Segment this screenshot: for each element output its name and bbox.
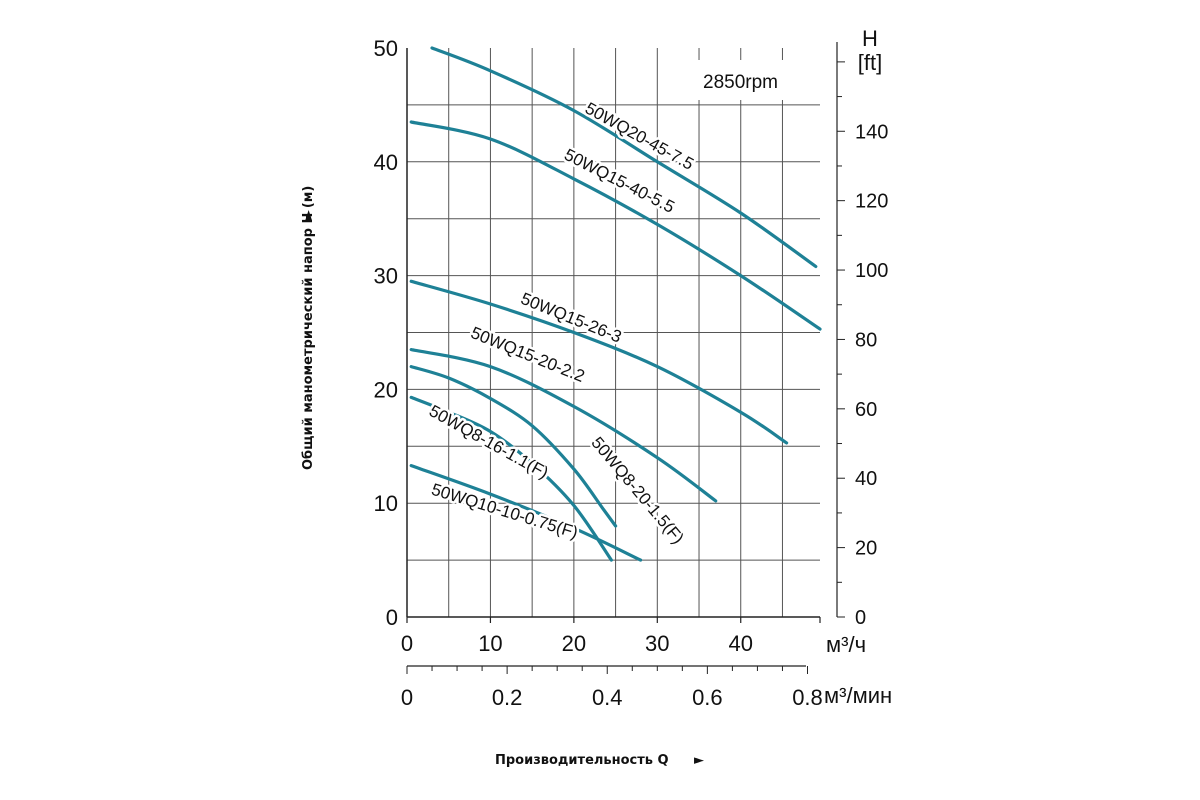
x-tick-label: 10: [478, 631, 502, 656]
curve-label-50WQ8-20-1.5(F): 50WQ8-20-1.5(F): [587, 433, 687, 547]
y2-tick-label: 0: [855, 607, 866, 629]
grid: [407, 48, 820, 617]
y2-tick-label: 80: [855, 329, 877, 351]
x2-tick-label: 0.2: [492, 685, 523, 710]
y2-axis-title: H: [862, 26, 878, 51]
y-tick-label: 0: [386, 605, 398, 630]
axes: 0 10 20 30 40 50 0 20 40 60 80 100 120 140 0 10 20 30 40 0 0…: [374, 36, 889, 710]
x-axis-arrow: ►: [694, 753, 704, 768]
curve-label-50WQ8-16-1.1(F): 50WQ8-16-1.1(F): [426, 401, 552, 482]
y-axis-arrow: ►: [301, 210, 316, 220]
speed-label: 2850rpm: [703, 72, 778, 93]
y-axis-title: Общий манометрический напор H (м): [301, 186, 316, 470]
curves: [409, 46, 822, 562]
x-tick-label: 0: [401, 631, 413, 656]
x-tick-label: 20: [562, 631, 586, 656]
x2-tick-label: 0.6: [692, 685, 723, 710]
y2-axis-unit: [ft]: [858, 50, 882, 75]
y2-tick-label: 20: [855, 538, 877, 560]
curve-50WQ20-45-7.5: [430, 46, 818, 269]
curve-50WQ10-10-0.75(F): [409, 464, 643, 562]
x-tick-label: 30: [645, 631, 669, 656]
y-tick-label: 30: [374, 264, 398, 289]
y-tick-label: 20: [374, 377, 398, 402]
x-axis-unit: м³/ч: [826, 632, 866, 657]
y2-tick-label: 120: [855, 191, 888, 213]
curve-50WQ15-26-3: [409, 279, 789, 445]
y2-tick-label: 140: [855, 121, 888, 143]
curve-labels: 50WQ20-45-7.550WQ15-40-5.550WQ15-26-350W…: [423, 96, 699, 550]
y2-tick-label: 60: [855, 399, 877, 421]
y-tick-label: 10: [374, 491, 398, 516]
x2-tick-label: 0: [401, 685, 413, 710]
x2-tick-label: 0.8: [792, 685, 823, 710]
x2-tick-label: 0.4: [592, 685, 623, 710]
x-axis-title: Производительность Q: [495, 753, 669, 768]
curve-50WQ15-20-2.2: [409, 348, 718, 503]
x-tick-label: 40: [728, 631, 752, 656]
y2-tick-label: 100: [855, 260, 888, 282]
y-tick-label: 50: [374, 36, 398, 61]
curve-50WQ15-40-5.5: [409, 120, 822, 331]
y2-tick-label: 40: [855, 468, 877, 490]
curve-50WQ8-16-1.1(F): [409, 395, 613, 562]
x2-axis-unit: м³/мин: [824, 683, 892, 708]
y-tick-label: 40: [374, 150, 398, 175]
speed-box: [692, 60, 812, 100]
curve-50WQ8-20-1.5(F): [409, 365, 618, 528]
